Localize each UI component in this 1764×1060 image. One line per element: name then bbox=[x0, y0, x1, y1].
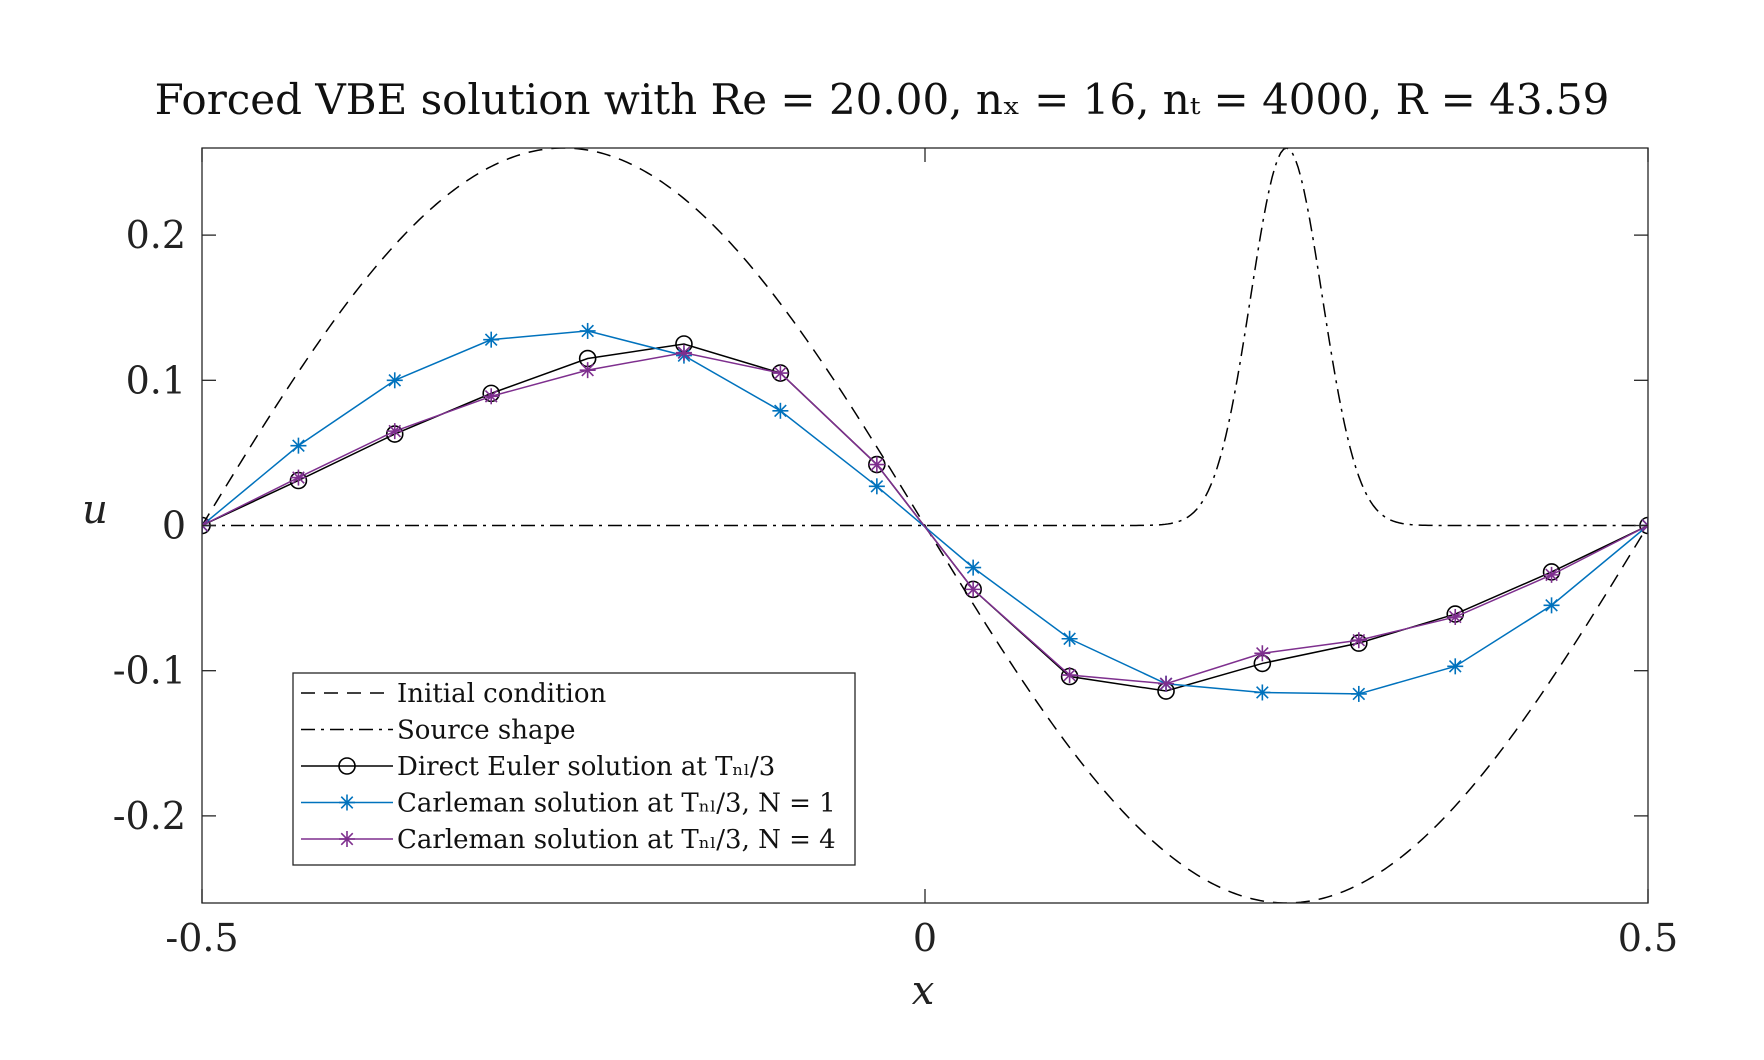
series-5-point-5-d2 bbox=[581, 363, 594, 377]
series-5-point-13 bbox=[1350, 632, 1367, 649]
series-4-point-7 bbox=[772, 402, 789, 419]
series-5-point-3-d2 bbox=[388, 424, 402, 438]
series-5-point-7 bbox=[772, 365, 789, 382]
plot-series-group bbox=[202, 148, 1648, 903]
series-5-point-14-d2 bbox=[1448, 610, 1462, 624]
series-4-point-8 bbox=[868, 478, 885, 495]
x-axis-label: x bbox=[912, 968, 935, 1014]
series-4-point-13-d2 bbox=[1352, 687, 1366, 701]
series-4-point-15-d2 bbox=[1545, 599, 1558, 612]
legend-item-5: Carleman solution at Tₙₗ/3, N = 4 bbox=[301, 825, 836, 855]
y-tick-label-1: -0.2 bbox=[113, 794, 186, 838]
series-4-point-14-d2 bbox=[1448, 660, 1462, 673]
series-3-line bbox=[202, 343, 1648, 692]
series-5-point-9-d2 bbox=[966, 583, 980, 596]
legend-item-3: Direct Euler solution at Tₙₗ/3 bbox=[301, 752, 775, 782]
x-tick-label-1: -0.5 bbox=[165, 916, 238, 960]
series-4-point-2 bbox=[290, 437, 307, 454]
series-5-point-12-d2 bbox=[1256, 646, 1269, 660]
series-5-point-13-d2 bbox=[1352, 633, 1366, 647]
series-5-point-15-d2 bbox=[1545, 568, 1558, 582]
axes: -0.5 0 0.5 -0.2 -0.1 0 0.1 0.2 bbox=[113, 147, 1678, 960]
y-tick-label-5: 0.2 bbox=[126, 213, 186, 257]
series-5-point-8 bbox=[868, 456, 885, 473]
legend-item-5-label: Carleman solution at Tₙₗ/3, N = 4 bbox=[397, 825, 836, 855]
series-5-point-2-d2 bbox=[292, 471, 305, 484]
series-5-point-10-d2 bbox=[1063, 668, 1076, 682]
series-5-point-5 bbox=[579, 362, 596, 379]
series-2 bbox=[202, 148, 1648, 527]
series-4-point-12-d2 bbox=[1256, 686, 1269, 699]
legend-item-3-marker bbox=[338, 757, 356, 775]
series-5-point-11-d2 bbox=[1159, 677, 1173, 691]
series-5-point-16-d1 bbox=[1641, 519, 1648, 527]
series-4-point-5 bbox=[579, 322, 596, 339]
series-5-point-2 bbox=[290, 469, 307, 486]
series-4 bbox=[202, 322, 1648, 702]
series-4-point-10 bbox=[1061, 630, 1078, 647]
series-5-point-4-d2 bbox=[484, 389, 498, 403]
series-5-point-12 bbox=[1254, 645, 1271, 662]
series-5-point-14 bbox=[1447, 608, 1464, 625]
series-4-point-2-d2 bbox=[292, 439, 305, 452]
series-4-point-15 bbox=[1543, 597, 1560, 614]
series-5-point-1-d1 bbox=[202, 524, 209, 532]
legend-item-3-label: Direct Euler solution at Tₙₗ/3 bbox=[397, 752, 775, 782]
series-5-point-6 bbox=[675, 344, 692, 361]
series-4-point-13 bbox=[1350, 685, 1367, 702]
y-tick-label-2: -0.1 bbox=[113, 649, 186, 693]
series-4-point-9 bbox=[965, 559, 982, 576]
legend-item-4-label: Carleman solution at Tₙₗ/3, N = 1 bbox=[397, 789, 836, 819]
series-4-point-3-d2 bbox=[388, 373, 402, 387]
legend-item-5-marker bbox=[339, 831, 355, 847]
series-1 bbox=[202, 148, 1648, 903]
series-5 bbox=[202, 344, 1648, 692]
plot-area bbox=[202, 148, 1648, 903]
legend-item-1: Initial condition bbox=[301, 679, 607, 709]
legend-item-4-marker-d2 bbox=[340, 796, 354, 809]
legend-item-1-label: Initial condition bbox=[397, 679, 607, 709]
series-4-point-4 bbox=[483, 331, 500, 348]
series-4-point-12 bbox=[1254, 684, 1271, 701]
x-tick-label-3: 0.5 bbox=[1618, 916, 1678, 960]
series-4-point-8-d2 bbox=[870, 479, 884, 493]
y-tick-label-3: 0 bbox=[162, 504, 186, 548]
series-4-point-10-d2 bbox=[1063, 632, 1076, 646]
legend-item-2-label: Source shape bbox=[397, 716, 575, 746]
legend-box bbox=[292, 672, 856, 866]
series-5-point-1-d2 bbox=[202, 519, 209, 527]
series-5-point-3 bbox=[386, 423, 403, 440]
series-4-point-9-d2 bbox=[966, 561, 980, 574]
series-5-point-11 bbox=[1158, 675, 1175, 692]
series-4-point-4-d2 bbox=[484, 333, 498, 346]
series-5-point-9 bbox=[965, 581, 982, 598]
legend: Initial condition Source shape Direct Eule… bbox=[292, 672, 856, 866]
chart-title: Forced VBE solution with Re = 20.00, nₓ … bbox=[155, 75, 1610, 124]
series-5-point-16-d2 bbox=[1641, 524, 1648, 532]
series-3 bbox=[202, 335, 1648, 700]
series-5-point-8-d2 bbox=[870, 458, 884, 471]
series-1-line bbox=[202, 148, 1648, 903]
legend-item-5-marker-d2 bbox=[340, 832, 354, 846]
series-4-point-14 bbox=[1447, 658, 1464, 675]
series-4-point-3 bbox=[386, 372, 403, 389]
series-5-point-6-d2 bbox=[677, 346, 691, 360]
legend-item-2: Source shape bbox=[301, 716, 575, 746]
series-5-point-4 bbox=[483, 388, 500, 405]
series-5-point-7-d2 bbox=[774, 366, 787, 380]
series-2-line bbox=[202, 148, 1648, 527]
series-5-point-15 bbox=[1543, 566, 1560, 583]
legend-item-4-marker bbox=[339, 794, 355, 811]
legend-item-4: Carleman solution at Tₙₗ/3, N = 1 bbox=[301, 789, 836, 819]
series-5-line bbox=[202, 351, 1648, 685]
series-4-point-5-d2 bbox=[581, 324, 594, 338]
series-4-line bbox=[202, 330, 1648, 695]
y-tick-label-4: 0.1 bbox=[126, 358, 186, 402]
series-5-point-10 bbox=[1061, 667, 1078, 684]
series-4-point-7-d2 bbox=[774, 404, 787, 418]
x-tick-label-2: 0 bbox=[913, 916, 937, 960]
y-axis-label: u bbox=[82, 487, 108, 533]
